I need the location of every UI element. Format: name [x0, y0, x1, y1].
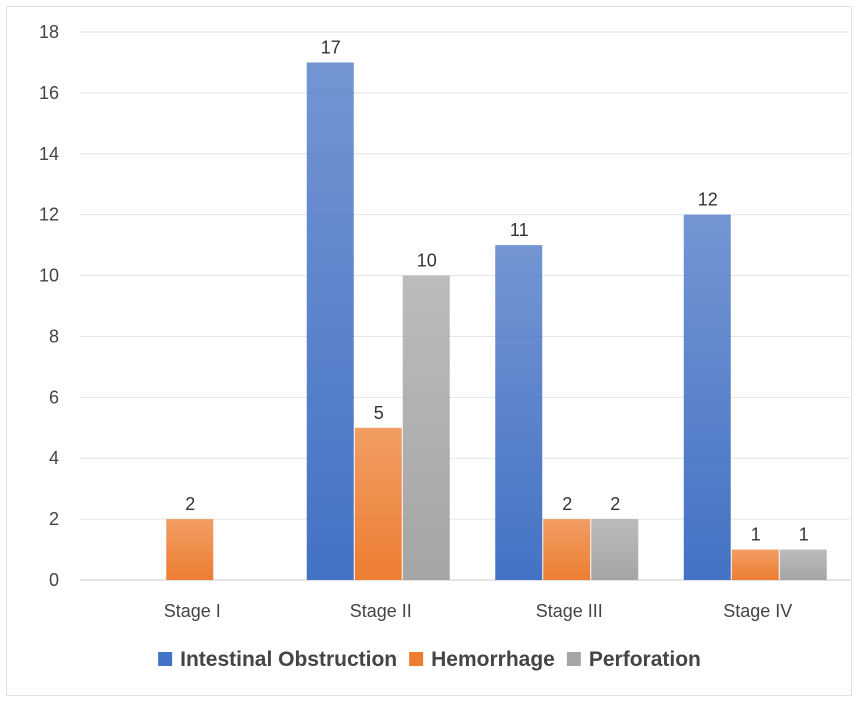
x-axis: Stage I Stage II Stage III Stage IV: [164, 601, 793, 621]
bar: [683, 214, 731, 580]
y-tick-label: 0: [49, 570, 59, 590]
bar: [591, 519, 639, 580]
y-tick-label: 2: [49, 509, 59, 529]
y-tick-label: 12: [39, 205, 59, 225]
y-tick-label: 16: [39, 83, 59, 103]
data-label: 1: [751, 525, 761, 545]
bar: [354, 427, 402, 580]
gridlines: [80, 31, 850, 581]
data-label: 5: [374, 403, 384, 423]
legend-swatch: [409, 652, 424, 666]
data-label: 17: [321, 37, 341, 57]
legend-swatch: [158, 652, 173, 666]
bar: [731, 549, 779, 580]
bar: [402, 275, 450, 580]
data-label: 2: [562, 494, 572, 514]
bar: [779, 549, 827, 580]
legend-swatch: [566, 652, 581, 666]
y-tick-label: 18: [39, 22, 59, 42]
x-tick-label: Stage III: [536, 601, 603, 621]
bar: [495, 245, 543, 580]
data-label: 2: [185, 494, 195, 514]
y-tick-label: 6: [49, 387, 59, 407]
data-label: 10: [417, 251, 437, 271]
x-tick-label: Stage I: [164, 601, 221, 621]
data-label: 1: [799, 525, 809, 545]
bar: [543, 519, 591, 580]
y-axis: 0 2 4 6 8 10 12 14 16 18: [39, 22, 59, 590]
data-label: 11: [510, 220, 529, 240]
data-label: 12: [698, 190, 718, 210]
legend-label: Hemorrhage: [431, 648, 555, 671]
y-tick-label: 4: [49, 448, 59, 468]
legend-label: Intestinal Obstruction: [180, 648, 397, 671]
x-tick-label: Stage IV: [723, 601, 792, 621]
data-label: 2: [610, 494, 620, 514]
x-tick-label: Stage II: [350, 601, 412, 621]
y-tick-label: 14: [39, 144, 59, 164]
y-tick-label: 8: [49, 326, 59, 346]
legend: Intestinal Obstruction Hemorrhage Perforat…: [158, 648, 701, 671]
y-tick-label: 10: [39, 266, 59, 286]
legend-label: Perforation: [589, 648, 701, 671]
bar: [166, 519, 214, 580]
bar: [306, 62, 354, 580]
